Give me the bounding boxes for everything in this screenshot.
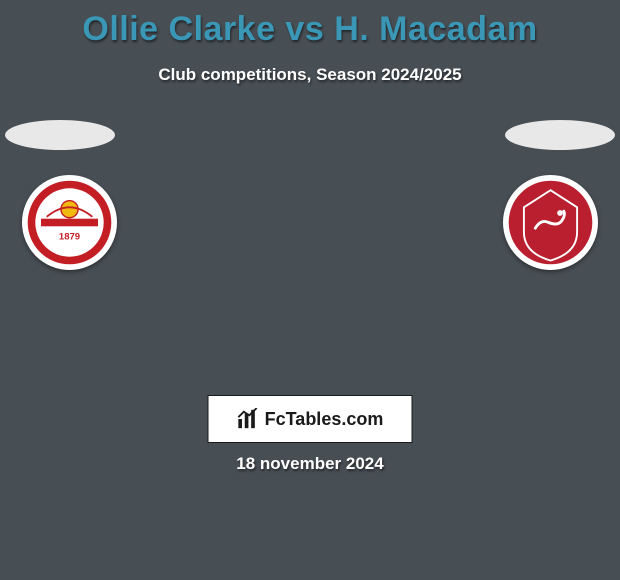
brand-text: FcTables.com xyxy=(265,409,384,430)
date-text: 18 november 2024 xyxy=(0,454,620,474)
brand-box: FcTables.com xyxy=(208,395,413,443)
player-photo-left-placeholder xyxy=(5,120,115,150)
club-badge-right-icon xyxy=(503,175,598,270)
svg-text:1879: 1879 xyxy=(59,232,80,243)
club-badge-left: 1879 xyxy=(22,175,117,270)
page-title: Ollie Clarke vs H. Macadam xyxy=(0,0,620,49)
brand-chart-icon xyxy=(237,408,259,430)
club-badge-left-icon: 1879 xyxy=(22,175,117,270)
player-photo-right-placeholder xyxy=(505,120,615,150)
club-badge-right xyxy=(503,175,598,270)
subtitle: Club competitions, Season 2024/2025 xyxy=(0,65,620,85)
comparison-card: Ollie Clarke vs H. Macadam Club competit… xyxy=(0,0,620,580)
